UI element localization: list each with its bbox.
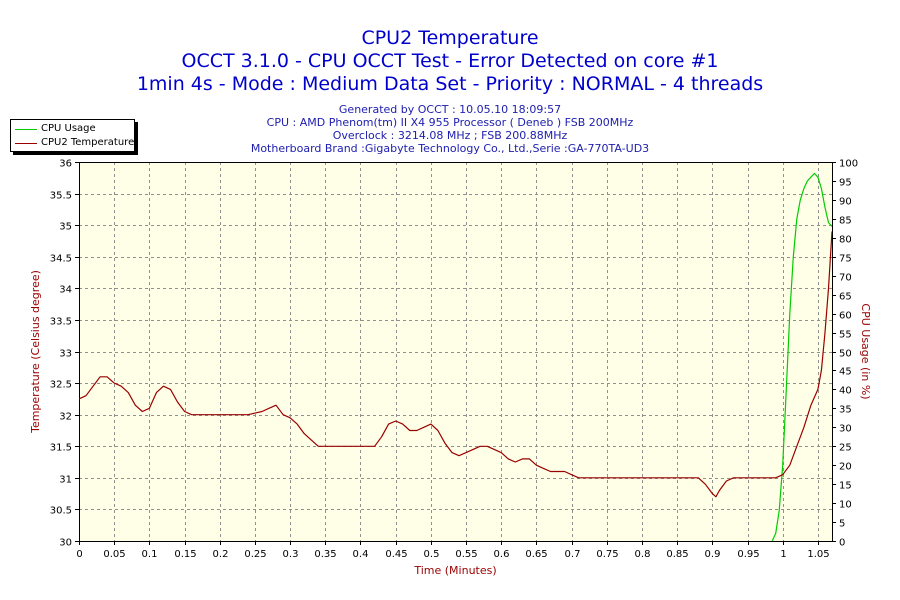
x-tick-label: 1 [780,549,786,560]
x-tick-label: 0.05 [103,549,125,560]
x-tick-label: 0.3 [283,549,299,560]
info-cpu: CPU : AMD Phenom(tm) II X4 955 Processor… [266,116,634,129]
y2-tick-label: 85 [839,216,852,227]
y2-tick-label: 35 [839,405,852,416]
legend: CPU Usage CPU2 Temperature [10,119,135,152]
y2-tick-label: 55 [839,330,852,341]
y2-tick-label: 70 [839,273,852,284]
chart-subtitle-mode: 1min 4s - Mode : Medium Data Set - Prior… [136,73,764,95]
x-tick-label: 0.7 [565,549,581,560]
y2-tick-label: 0 [839,538,845,549]
y2-axis-label: CPU Usage (in %) [859,303,872,399]
legend-swatch-cpu-usage [15,128,37,130]
x-tick-label: 0.85 [666,549,688,560]
y2-tick-label: 30 [839,424,852,435]
y2-tick-label: 25 [839,443,852,454]
y2-tick-label: 40 [839,386,852,397]
y-tick-label: 30.5 [50,506,72,517]
legend-label-temperature: CPU2 Temperature [41,137,135,148]
x-tick-label: 0.4 [353,549,369,560]
y2-tick-label: 90 [839,197,852,208]
x-tick-label: 0.2 [213,549,229,560]
legend-item-temperature: CPU2 Temperature [15,137,134,149]
y-tick-label: 35 [59,222,72,233]
legend-swatch-temperature [15,142,37,144]
x-tick-label: 0.5 [424,549,440,560]
x-tick-label: 0.1 [142,549,158,560]
series-line-cpu-usage [771,172,832,541]
y2-tick-label: 45 [839,367,852,378]
x-tick-label: 0.45 [385,549,407,560]
y-axis-label: Temperature (Celsius degree) [29,270,42,434]
legend-item-cpu-usage: CPU Usage [15,123,96,135]
legend-label-cpu-usage: CPU Usage [41,123,96,134]
y2-tick-label: 95 [839,178,852,189]
y2-tick-label: 65 [839,292,852,303]
x-tick-label: 0.15 [174,549,196,560]
x-tick-label: 0.75 [596,549,618,560]
plot-area [79,162,832,541]
y-tick-label: 32.5 [50,380,72,391]
info-motherboard: Motherboard Brand :Gigabyte Technology C… [250,142,650,155]
x-tick-label: 0.65 [525,549,547,560]
x-tick-label: 0 [76,549,82,560]
y2-tick-label: 75 [839,254,852,265]
y2-tick-label: 10 [839,500,852,511]
y-tick-label: 34.5 [50,254,72,265]
x-tick-label: 0.8 [635,549,651,560]
x-tick-label: 0.6 [494,549,510,560]
chart-title: CPU2 Temperature [361,27,539,49]
y2-tick-label: 20 [839,462,852,473]
x-axis-label: Time (Minutes) [413,564,496,577]
y2-tick-label: 50 [839,349,852,360]
info-overclock: Overclock : 3214.08 MHz ; FSB 200.88MHz [332,129,568,142]
y-tick-label: 31.5 [50,443,72,454]
y-tick-label: 33.5 [50,317,72,328]
series-line-temperature [79,231,832,498]
y-tick-label: 36 [59,159,72,170]
x-tick-label: 0.35 [314,549,336,560]
y2-tick-label: 5 [839,519,845,530]
x-tick-label: 1.05 [807,549,829,560]
y2-tick-label: 15 [839,481,852,492]
chart-subtitle-test: OCCT 3.1.0 - CPU OCCT Test - Error Detec… [181,50,719,72]
x-tick-label: 0.9 [705,549,721,560]
y-tick-label: 32 [59,412,72,423]
y2-tick-label: 60 [839,311,852,322]
y-tick-label: 33 [59,349,72,360]
y2-tick-label: 80 [839,235,852,246]
y2-tick-label: 100 [839,159,858,170]
x-tick-label: 0.95 [737,549,759,560]
y-tick-label: 34 [59,285,72,296]
info-generated: Generated by OCCT : 10.05.10 18:09:57 [338,103,562,116]
y-tick-label: 35.5 [50,191,72,202]
y-tick-label: 31 [59,475,72,486]
x-tick-label: 0.55 [455,549,477,560]
x-tick-label: 0.25 [244,549,266,560]
y-tick-label: 30 [59,538,72,549]
